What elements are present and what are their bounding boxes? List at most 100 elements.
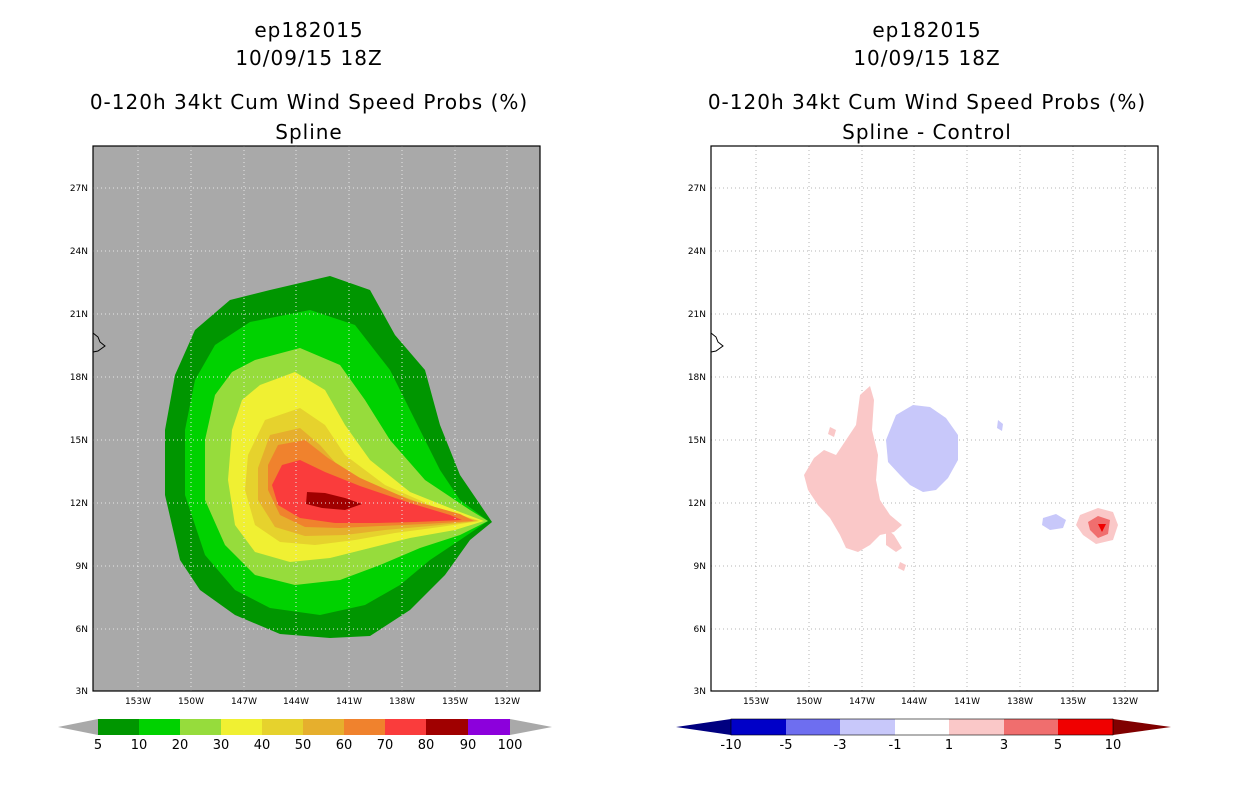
y-tick-label: 27N [70, 184, 88, 194]
panel-spline-minus-control: ep182015 10/09/15 18Z 0-120h 34kt Cum Wi… [618, 0, 1236, 800]
colorbar-swatch [303, 719, 344, 735]
x-tick-label: 147W [231, 697, 257, 707]
y-axis: 3N 6N 9N 12N 15N 18N 21N 24N 27N [70, 184, 88, 697]
colorbar-swatch [786, 719, 840, 735]
positive-region-east-strong [1098, 524, 1106, 532]
y-tick-label: 3N [76, 687, 88, 697]
panel-storm-id: ep182015 [254, 18, 364, 42]
x-tick-label: 135W [1060, 697, 1086, 707]
panel-storm-id: ep182015 [872, 18, 982, 42]
x-tick-label: 141W [954, 697, 980, 707]
y-tick-label: 15N [70, 436, 88, 446]
coastline-big-island [92, 332, 106, 353]
negative-region-west [886, 405, 958, 492]
y-tick-label: 9N [76, 562, 88, 572]
x-tick-label: 138W [389, 697, 415, 707]
spline-probability-map: 153W 150W 147W 144W 141W 138W 135W 132W … [58, 145, 552, 753]
colorbar-swatch [139, 719, 180, 735]
colorbar: -10 -5 -3 -1 1 3 5 10 [676, 719, 1171, 753]
colorbar-label: 10 [131, 738, 148, 753]
y-tick-label: 12N [688, 499, 706, 509]
y-tick-label: 6N [76, 625, 88, 635]
colorbar-swatch [344, 719, 385, 735]
panel-chart-subtitle: Spline - Control [842, 120, 1012, 144]
x-tick-label: 132W [1112, 697, 1138, 707]
y-tick-label: 15N [688, 436, 706, 446]
colorbar-low-arrow [676, 719, 731, 735]
x-tick-label: 147W [849, 697, 875, 707]
colorbar-swatch [180, 719, 221, 735]
x-tick-label: 144W [283, 697, 309, 707]
y-tick-label: 18N [688, 373, 706, 383]
colorbar-label: 80 [418, 738, 435, 753]
colorbar-label: 5 [94, 738, 102, 753]
colorbar-swatch [1058, 719, 1113, 735]
colorbar-label: 70 [377, 738, 394, 753]
colorbar-label: 5 [1054, 738, 1062, 753]
colorbar-swatch [426, 719, 468, 735]
y-axis: 3N 6N 9N 12N 15N 18N 21N 24N 27N [688, 184, 706, 697]
positive-region-dot [828, 427, 836, 437]
colorbar-label: 100 [498, 738, 523, 753]
map-grid [93, 146, 540, 691]
probability-contours [165, 276, 492, 638]
x-tick-label: 141W [336, 697, 362, 707]
colorbar-label: 20 [172, 738, 189, 753]
positive-region-dot [898, 562, 906, 571]
x-tick-label: 153W [743, 697, 769, 707]
colorbar-high-arrow [1113, 719, 1171, 735]
colorbar-label: -1 [889, 738, 902, 753]
y-tick-label: 21N [688, 310, 706, 320]
x-tick-label: 153W [125, 697, 151, 707]
difference-map: 153W 150W 147W 144W 141W 138W 135W 132W … [676, 145, 1171, 753]
colorbar-swatch [221, 719, 262, 735]
y-tick-label: 12N [70, 499, 88, 509]
panel-chart-title: 0-120h 34kt Cum Wind Speed Probs (%) [89, 90, 529, 114]
colorbar-swatch [949, 719, 1004, 735]
y-tick-label: 3N [694, 687, 706, 697]
y-tick-label: 24N [688, 247, 706, 257]
colorbar: 5 10 20 30 40 50 60 70 80 90 100 [58, 719, 552, 753]
colorbar-label: 30 [213, 738, 230, 753]
colorbar-label: 60 [336, 738, 353, 753]
y-tick-label: 18N [70, 373, 88, 383]
colorbar-label: 3 [1000, 738, 1008, 753]
colorbar-swatch [98, 719, 139, 735]
colorbar-swatch [468, 719, 510, 735]
colorbar-high-arrow [510, 719, 552, 735]
x-tick-label: 150W [178, 697, 204, 707]
positive-region-light [804, 386, 902, 552]
panel-datetime: 10/09/15 18Z [853, 46, 1001, 70]
colorbar-label: 90 [460, 738, 477, 753]
colorbar-label: 10 [1105, 738, 1122, 753]
colorbar-label: 1 [945, 738, 953, 753]
negative-region-dot [997, 420, 1003, 431]
coastline-big-island [710, 332, 724, 353]
colorbar-swatch [1004, 719, 1058, 735]
y-tick-label: 6N [694, 625, 706, 635]
colorbar-swatch [895, 719, 949, 735]
x-tick-label: 150W [796, 697, 822, 707]
panel-datetime: 10/09/15 18Z [235, 46, 383, 70]
colorbar-label: -3 [834, 738, 847, 753]
plot-frame [92, 145, 541, 692]
y-tick-label: 27N [688, 184, 706, 194]
colorbar-swatch [840, 719, 895, 735]
x-tick-label: 132W [494, 697, 520, 707]
x-axis: 153W 150W 147W 144W 141W 138W 135W 132W [743, 697, 1138, 707]
colorbar-swatch [385, 719, 426, 735]
colorbar-label: -10 [720, 738, 741, 753]
colorbar-label: 50 [295, 738, 312, 753]
x-tick-label: 144W [901, 697, 927, 707]
x-tick-label: 138W [1007, 697, 1033, 707]
positive-region-east-medium [1088, 516, 1110, 538]
colorbar-outline [730, 718, 1114, 736]
colorbar-swatch [262, 719, 303, 735]
panel-chart-title: 0-120h 34kt Cum Wind Speed Probs (%) [707, 90, 1147, 114]
colorbar-low-arrow [58, 719, 98, 735]
colorbar-label: -5 [780, 738, 793, 753]
y-tick-label: 9N [694, 562, 706, 572]
plot-frame [710, 145, 1159, 692]
y-tick-label: 21N [70, 310, 88, 320]
positive-region-small [886, 528, 902, 552]
